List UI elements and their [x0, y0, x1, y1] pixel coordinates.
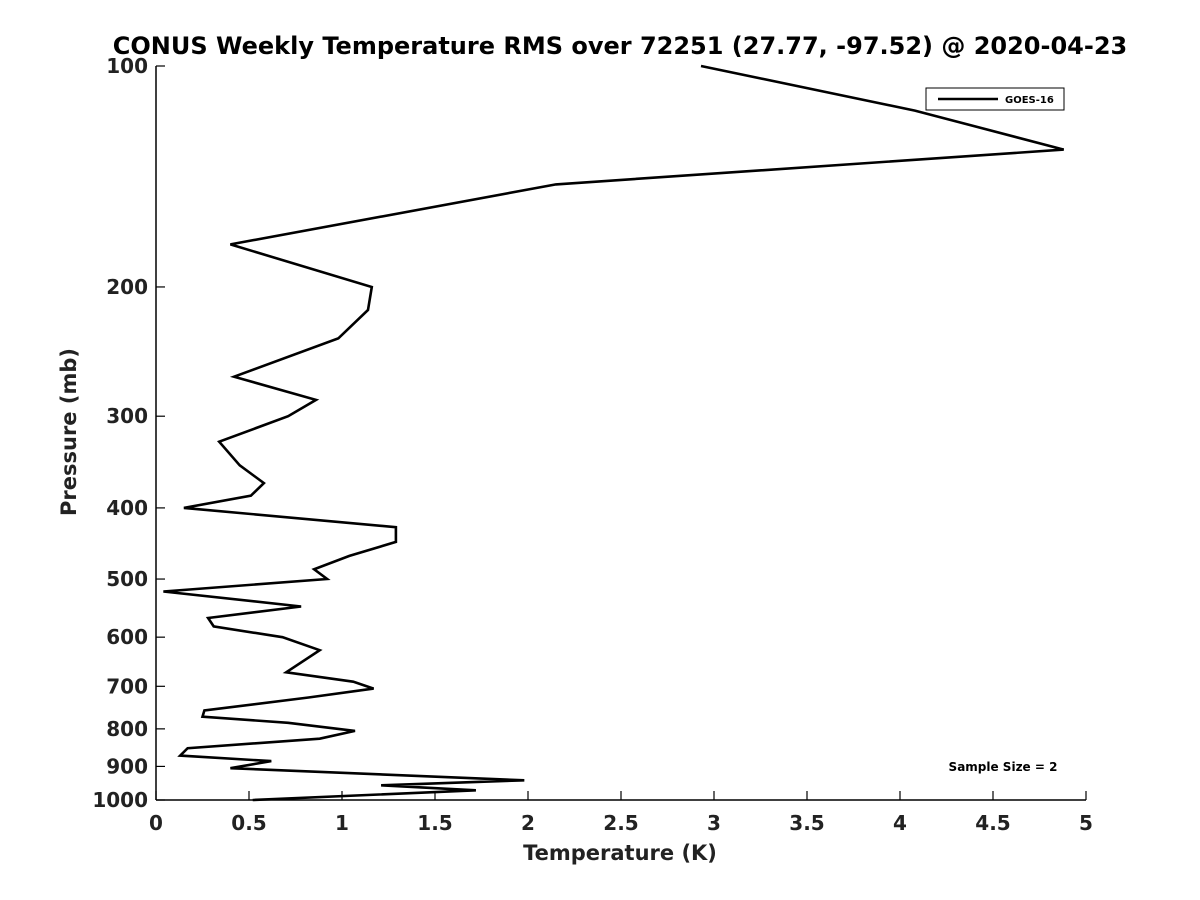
x-tick-label: 5	[1079, 811, 1093, 835]
x-tick-label: 3.5	[789, 811, 824, 835]
y-tick-label: 400	[106, 496, 148, 520]
y-axis-label: Pressure (mb)	[57, 348, 81, 516]
x-tick-label: 1.5	[417, 811, 452, 835]
axis-ticks: 0 0.5 1 1.5 2 2.5 3 3.5 4 4.5 5 100 200 300 400 500 600 7…	[92, 54, 1093, 835]
chart-title: CONUS Weekly Temperature RMS over 72251 …	[113, 32, 1127, 60]
y-tick-label: 900	[106, 754, 148, 778]
y-tick-label: 700	[106, 674, 148, 698]
plot-axes	[155, 66, 1086, 801]
x-tick-label: 4	[893, 811, 907, 835]
y-tick-label: 200	[106, 275, 148, 299]
x-axis-label: Temperature (K)	[523, 841, 717, 865]
y-tick-label: 500	[106, 567, 148, 591]
y-tick-label: 800	[106, 717, 148, 741]
series-line-goes-16	[163, 64, 1065, 802]
legend: GOES-16	[925, 87, 1065, 111]
y-tick-label: 100	[106, 54, 148, 78]
y-tick-label: 300	[106, 404, 148, 428]
x-tick-label: 2	[521, 811, 535, 835]
x-tick-label: 2.5	[603, 811, 638, 835]
x-tick-label: 1	[335, 811, 349, 835]
x-tick-label: 4.5	[975, 811, 1010, 835]
x-tick-label: 0	[149, 811, 163, 835]
y-tick-label: 1000	[92, 788, 148, 812]
x-tick-label: 3	[707, 811, 721, 835]
legend-label-goes-16: GOES-16	[1005, 95, 1054, 106]
y-tick-label: 600	[106, 625, 148, 649]
sample-size-annotation: Sample Size = 2	[949, 760, 1058, 774]
x-tick-label: 0.5	[231, 811, 266, 835]
